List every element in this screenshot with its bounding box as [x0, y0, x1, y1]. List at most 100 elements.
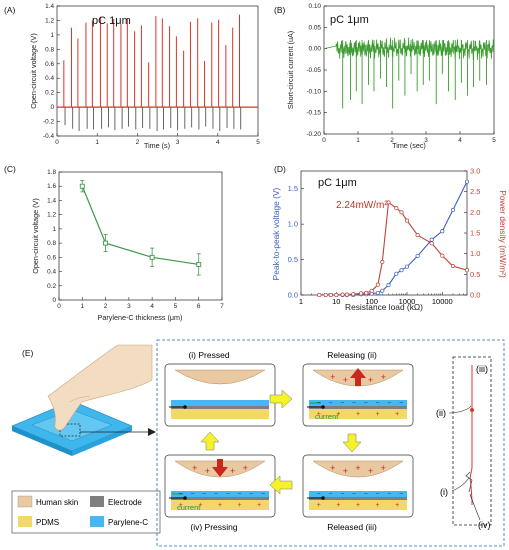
voltage-point: [404, 264, 410, 269]
y-tick-label: 0.4: [45, 75, 54, 82]
positive-charge: +: [343, 466, 348, 476]
panel-a-voltage-series: [57, 14, 258, 131]
y-tick-label: -0.20: [306, 131, 321, 138]
panel-c-x-ticks: 0 1 2 3 4 5 6 7: [57, 297, 224, 310]
panel-d: (D) 0.0 0.5 1.0 1.5 0.0 0.5 1.0 1.5 2.0 2.5 3.0 1…: [271, 164, 508, 312]
skin-layer: [174, 369, 266, 385]
negative-charge: –: [317, 491, 321, 497]
panel-a-y-axis-label: Open-circuit voltage (V): [29, 33, 38, 109]
legend-swatch-human-skin: [17, 495, 33, 508]
y-tick-label: 1: [50, 32, 54, 39]
panel-a-label: (A): [4, 5, 16, 15]
y-tick-label: 1.6: [47, 183, 56, 190]
positive-charge: +: [330, 463, 335, 473]
positive-charge: +: [192, 463, 197, 473]
positive-charge: +: [343, 375, 348, 385]
device-illustration: [11, 344, 156, 456]
electrode-layer: [171, 406, 269, 409]
negative-charge: –: [376, 400, 380, 406]
y-tick-label: 0.8: [45, 46, 54, 53]
negative-charge: –: [191, 491, 195, 497]
negative-charge: –: [341, 491, 345, 497]
y-tick-label: 0: [52, 297, 56, 304]
power-point: [429, 241, 434, 246]
x-tick-label: 3: [127, 303, 131, 310]
marker-ii: (ii): [436, 408, 446, 418]
legend-pdms: PDMS: [36, 518, 59, 527]
negative-charge: –: [399, 400, 403, 406]
negative-charge: –: [364, 491, 368, 497]
positive-charge: +: [355, 463, 360, 473]
induced-charge: +: [395, 502, 399, 509]
y-tick-label: 0.5: [288, 255, 298, 264]
induced-charge: +: [376, 502, 380, 509]
negative-charge: –: [203, 491, 207, 497]
induced-charge: +: [376, 411, 380, 418]
voltage-point: [386, 283, 391, 288]
positive-charge: +: [381, 372, 386, 382]
voltage-point: [450, 207, 455, 213]
panel-d-left-y-axis-label: Peak-to-peak voltage (V): [271, 187, 281, 280]
x-tick-label: 7: [220, 303, 224, 310]
power-point: [334, 292, 339, 298]
y-tick-label: 1: [52, 226, 56, 233]
x-tick-label: 2: [104, 303, 108, 310]
y-right-tick-label: 2.0: [470, 208, 480, 217]
current-label: current: [177, 503, 201, 512]
x-tick-label: 100: [365, 297, 378, 306]
state-released: + + + + +– – – – – – – –+ + + + +: [302, 454, 414, 518]
y-tick-label: 0.2: [47, 283, 56, 290]
negative-charge: –: [388, 491, 392, 497]
panel-a-x-axis-label: Time (s): [144, 141, 170, 150]
marker-iv-leader: [469, 493, 481, 521]
lead-contact: [183, 496, 187, 500]
legend-swatch-pdms: [18, 516, 32, 527]
voltage-point: [380, 288, 385, 293]
panel-a-annotation: pC 1μm: [92, 15, 131, 27]
y-tick-label: 1.0: [288, 220, 298, 229]
power-line: [319, 201, 468, 296]
voltage-point: [415, 253, 420, 259]
panel-c-thickness-series: [79, 180, 202, 276]
panel-b-y-ticks: -0.20 -0.15 -0.10 -0.05 0.00 0.05 0.10: [306, 3, 327, 138]
state-label-pressed: (i) Pressed: [188, 350, 229, 360]
y-tick-label: 0.00: [309, 46, 322, 53]
signal-point-ii: [470, 408, 474, 412]
x-tick-label: 6: [197, 303, 201, 310]
x-tick-label: 2: [136, 139, 140, 146]
skin-layer: [312, 460, 404, 478]
panel-c-y-axis-label: Open-circuit voltage (V): [31, 198, 40, 274]
panel-c-x-axis-label: Parylene-C thickness (μm): [98, 313, 183, 322]
signal-trace-line: [469, 365, 473, 505]
y-tick-label: 0.8: [47, 240, 56, 247]
parylene-layer: [171, 491, 269, 497]
induced-charge: +: [198, 502, 202, 509]
power-point: [323, 292, 328, 298]
pdms-layer: [309, 500, 407, 510]
x-tick-label: 3: [176, 139, 180, 146]
state-label-released: Released (iii): [327, 522, 377, 532]
y-tick-label: -0.10: [306, 88, 321, 95]
y-right-tick-label: 1.0: [470, 249, 480, 258]
induced-charge: +: [257, 502, 261, 509]
y-tick-label: -0.15: [306, 110, 321, 117]
voltage-point: [375, 290, 380, 295]
power-point: [450, 264, 455, 269]
negative-charge: –: [376, 491, 380, 497]
positive-charge: +: [330, 372, 335, 382]
positive-charge: +: [368, 466, 373, 476]
y-right-tick-label: 0.0: [470, 291, 480, 300]
power-point: [464, 268, 470, 273]
x-tick-label: 10000: [432, 297, 453, 306]
panel-c-plot-frame: [58, 171, 223, 301]
panel-a-x-ticks: 0 1 2 3 4 5: [55, 133, 260, 146]
legend-parylene: Parylene-C: [108, 518, 148, 527]
y-tick-label: -0.4: [43, 133, 54, 140]
y-tick-label: 0.2: [45, 90, 54, 97]
negative-charge: –: [329, 491, 333, 497]
power-point: [369, 288, 374, 293]
negative-charge: –: [364, 400, 368, 406]
legend-frame: [11, 490, 161, 534]
panel-b-label: (B): [274, 5, 286, 15]
